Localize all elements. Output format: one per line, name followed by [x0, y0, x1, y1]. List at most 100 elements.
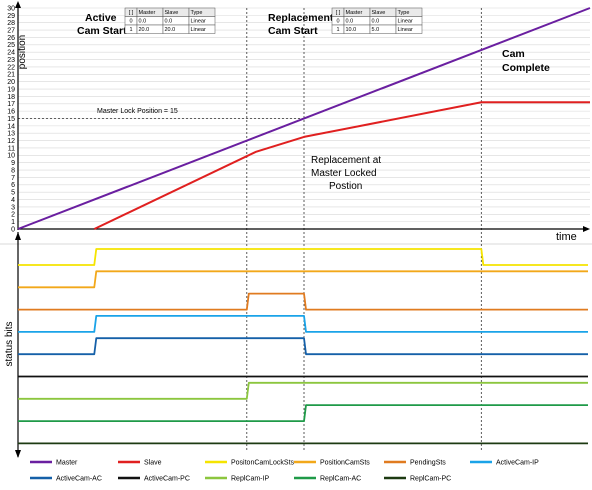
legend-label: ActiveCam-IP — [496, 460, 539, 467]
table-value: Linear — [191, 27, 206, 33]
table-header: [ ] — [129, 10, 134, 16]
y-tick-label: 20 — [7, 79, 15, 86]
cam-profile-table: [ ] Master Slave Type 0 0.0 0.0 Linear 1 20.0 20.0… — [124, 7, 216, 34]
table-value: 0.0 — [165, 19, 173, 25]
cam-profile-tables: [ ] Master Slave Type 0 0.0 0.0 Linear 1 20.0 20.0… — [124, 7, 423, 34]
table-header: Master — [346, 10, 363, 16]
y-tick-label: 28 — [7, 20, 15, 27]
table-value: 10.0 — [346, 27, 357, 33]
legend-label: ActiveCam-AC — [56, 476, 102, 483]
y-tick-label: 26 — [7, 35, 15, 42]
y-axis-arrow — [15, 1, 21, 8]
table-value: 1 — [336, 27, 339, 33]
table-value: 0.0 — [139, 19, 147, 25]
table-header: Slave — [165, 10, 179, 16]
status-bit-signals — [18, 248, 588, 445]
table-header: Slave — [372, 10, 386, 16]
status-y-axis-arrow-bottom — [15, 450, 21, 458]
table-value: Linear — [191, 19, 206, 25]
active-cam-start-title-line-2: Cam Start — [77, 25, 127, 37]
cam-complete-title-line-1: Cam — [502, 48, 525, 60]
legend-label: ReplCam-IP — [231, 476, 269, 483]
position-axis-label: position — [17, 35, 28, 69]
table-value: Linear — [398, 27, 413, 33]
table-value: Linear — [398, 19, 413, 25]
position-y-ticks: 0123456789101112131415161718192021222324… — [7, 5, 15, 233]
legend-label: PositionCamSts — [320, 460, 370, 467]
table-value: 0.0 — [372, 19, 380, 25]
replacement-annotation-line-1: Replacement at — [311, 155, 381, 166]
signal-replcam-ac — [18, 404, 588, 422]
y-tick-label: 11 — [8, 145, 15, 152]
y-tick-label: 13 — [7, 131, 15, 138]
y-tick-label: 9 — [11, 160, 15, 167]
y-tick-label: 25 — [7, 42, 15, 49]
y-tick-label: 18 — [7, 94, 15, 101]
legend-label: ReplCam-AC — [320, 476, 361, 483]
x-axis-arrow — [583, 226, 590, 232]
y-tick-label: 6 — [11, 182, 15, 189]
signal-positioncamsts — [18, 270, 588, 289]
table-cell — [188, 24, 216, 34]
y-tick-label: 12 — [7, 138, 15, 145]
y-tick-label: 2 — [11, 212, 15, 219]
y-tick-label: 16 — [7, 109, 15, 116]
table-value: 0 — [336, 19, 339, 25]
y-tick-label: 7 — [11, 175, 15, 182]
status-bits-axis-label: status bits — [4, 321, 15, 366]
replacement-cam-start-title-line-2: Cam Start — [268, 25, 318, 37]
y-tick-label: 1 — [11, 219, 15, 226]
replacement-annotation-line-3: Postion — [329, 181, 362, 192]
table-value: 0.0 — [346, 19, 354, 25]
signal-replcam-ip — [18, 381, 588, 400]
cam-profile-table: [ ] Master Slave Type 0 0.0 0.0 Linear 1 10.0 5.0 L… — [331, 7, 423, 34]
legend-label: ActiveCam-PC — [144, 476, 190, 483]
replacement-annotation-line-2: Master Locked — [311, 168, 377, 179]
y-tick-label: 30 — [7, 5, 15, 12]
table-header: Master — [139, 10, 156, 16]
y-tick-label: 10 — [7, 153, 15, 160]
y-tick-label: 24 — [7, 50, 15, 57]
table-value: 0 — [129, 19, 132, 25]
legend-label: PositonCamLockSts — [231, 460, 295, 467]
cam-complete-title-line-2: Complete — [502, 62, 550, 74]
table-value: 20.0 — [165, 27, 176, 33]
table-header: [ ] — [336, 10, 341, 16]
position-gridlines — [0, 7, 592, 245]
y-tick-label: 8 — [11, 167, 15, 174]
legend-label: Slave — [144, 460, 162, 467]
y-tick-label: 15 — [7, 116, 15, 123]
series-slave — [93, 101, 590, 230]
table-header: Type — [398, 10, 410, 16]
y-tick-label: 22 — [7, 64, 15, 71]
y-tick-label: 23 — [7, 57, 15, 64]
y-tick-label: 17 — [7, 101, 15, 108]
table-value: 5.0 — [372, 27, 380, 33]
table-header: Type — [191, 10, 203, 16]
table-value: 20.0 — [139, 27, 150, 33]
legend-label: PendingSts — [410, 460, 446, 467]
series-master — [17, 7, 591, 230]
y-tick-label: 29 — [7, 13, 15, 20]
position-series — [17, 7, 591, 230]
replacement-cam-start-title-line-1: Replacement — [268, 12, 334, 24]
signal-activecam-ip — [18, 315, 588, 333]
table-value: 1 — [129, 27, 132, 33]
legend: Master Slave PositonCamLockSts PositionCamS… — [30, 460, 539, 483]
table-cell — [395, 24, 423, 34]
status-y-axis-arrow-top — [15, 232, 21, 240]
y-tick-label: 19 — [7, 86, 15, 93]
master-lock-position-label: Master Lock Position = 15 — [97, 108, 178, 115]
y-tick-label: 21 — [7, 72, 15, 79]
y-tick-label: 4 — [11, 197, 15, 204]
signal-positoncamlocksts — [18, 248, 588, 266]
active-cam-start-title-line-1: Active — [85, 12, 117, 24]
legend-label: ReplCam-PC — [410, 476, 451, 483]
y-tick-label: 3 — [11, 204, 15, 211]
signal-activecam-ac — [18, 337, 588, 356]
time-axis-label: time — [556, 231, 577, 243]
signal-pendingsts — [18, 292, 588, 311]
y-tick-label: 0 — [11, 226, 15, 233]
axes — [15, 1, 590, 458]
